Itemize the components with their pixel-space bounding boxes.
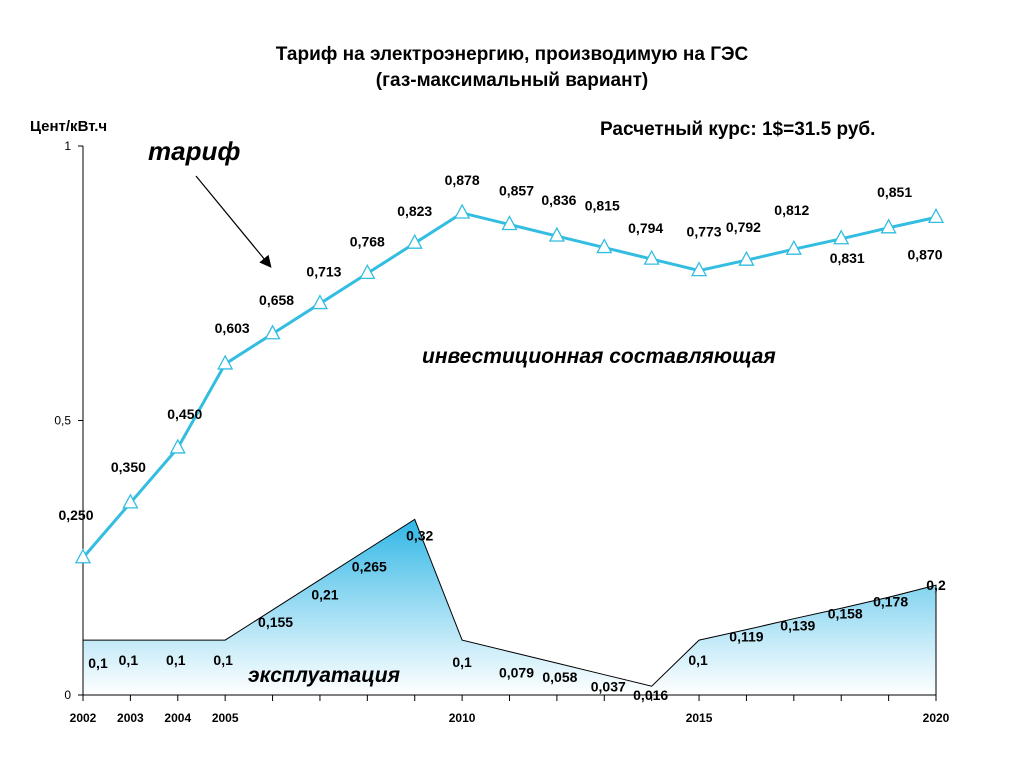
tariff-data-label: 0,658 <box>259 292 294 308</box>
tariff-line <box>81 211 937 559</box>
operation-data-label: 0,158 <box>828 605 863 621</box>
tariff-data-label: 0,836 <box>541 192 576 208</box>
operation-data-label: 0,139 <box>780 618 815 634</box>
x-tick-label: 2002 <box>70 711 97 725</box>
annotation-investment: инвестиционная составляющая <box>422 345 776 368</box>
operation-data-label: 0,058 <box>542 669 577 685</box>
tariff-point <box>501 215 518 231</box>
tariff-point <box>880 218 897 234</box>
tariff-data-label: 0,350 <box>111 459 146 475</box>
tariff-point <box>74 548 92 564</box>
tariff-point <box>169 438 186 454</box>
tariff-data-label: 0,450 <box>167 406 202 422</box>
tariff-data-label: 0,792 <box>726 219 761 235</box>
operation-data-label: 0,21 <box>311 587 338 603</box>
operation-data-label: 0,037 <box>591 679 626 695</box>
tariff-data-label: 0,250 <box>58 507 93 523</box>
tariff-point <box>217 354 234 370</box>
tariff-data-label: 0,851 <box>877 184 912 200</box>
operation-data-label: 0,1 <box>166 652 186 668</box>
operation-data-label: 0,119 <box>729 629 763 645</box>
operation-data-label: 0,265 <box>352 559 387 575</box>
tariff-point <box>643 249 660 265</box>
tariff-data-label: 0,857 <box>499 183 534 199</box>
annotation-tariff: тариф <box>148 136 240 166</box>
annotation-operation: эксплуатация <box>248 664 400 687</box>
x-tick-label: 2010 <box>449 711 476 725</box>
operation-data-label: 0,016 <box>633 687 668 703</box>
operation-data-label: 0,155 <box>258 614 293 630</box>
annotation-arrow <box>195 175 272 268</box>
tariff-point <box>264 324 281 340</box>
tariff-data-label: 0,768 <box>350 233 385 249</box>
chart-title-line2: (газ-максимальный вариант) <box>375 70 649 91</box>
tariff-point <box>122 493 139 509</box>
operation-data-label: 0,1 <box>119 652 139 668</box>
tariff-data-label: 0,713 <box>306 264 341 280</box>
operation-data-label: 0,1 <box>452 654 472 670</box>
tariff-data-label: 0,831 <box>830 250 865 266</box>
tariff-data-label: 0,603 <box>215 320 250 336</box>
operation-area <box>82 518 937 696</box>
chart-title-line1: Тариф на электроэнергию, производимую на… <box>275 44 749 65</box>
x-tick-label: 2015 <box>686 711 713 725</box>
tariff-point <box>548 226 565 242</box>
tariff-point <box>311 294 329 310</box>
tariff-data-label: 0,823 <box>397 203 432 219</box>
tariff-data-label: 0,794 <box>628 220 663 236</box>
x-tick-label: 2004 <box>164 711 191 725</box>
y-axis-label: Цент/кВт.ч <box>30 118 108 135</box>
y-tick-label: 0,5 <box>54 414 71 428</box>
y-tick-label: 0 <box>64 688 71 702</box>
tariff-point <box>785 239 802 255</box>
operation-data-label: 0,32 <box>406 527 433 543</box>
tariff-point <box>406 233 423 249</box>
operation-data-label: 0,1 <box>213 652 233 668</box>
operation-data-label: 0,1 <box>88 655 108 671</box>
operation-data-label: 0,1 <box>688 652 708 668</box>
x-tick-label: 2020 <box>923 711 950 725</box>
tariff-point <box>738 250 755 266</box>
operation-data-label: 0,079 <box>499 665 534 681</box>
x-tick-label: 2005 <box>212 711 239 725</box>
tariff-point <box>927 207 945 224</box>
x-tick-label: 2003 <box>117 711 144 725</box>
operation-data-label: 0,178 <box>873 593 908 609</box>
tariff-data-label: 0,812 <box>774 202 809 218</box>
y-tick-label: 1 <box>64 139 71 153</box>
tariff-point <box>359 263 376 280</box>
tariff-point <box>690 261 708 277</box>
tariff-data-label: 0,815 <box>585 198 620 214</box>
tariff-data-label: 0,870 <box>907 246 942 262</box>
exchange-rate-note: Расчетный курс: 1$=31.5 руб. <box>600 119 876 140</box>
tariff-data-label: 0,773 <box>687 224 722 240</box>
tariff-point <box>833 229 850 245</box>
tariff-data-label: 0,878 <box>445 172 480 188</box>
tariff-point <box>596 238 613 254</box>
operation-data-label: 0,2 <box>926 577 946 593</box>
tariff-point <box>454 203 471 219</box>
